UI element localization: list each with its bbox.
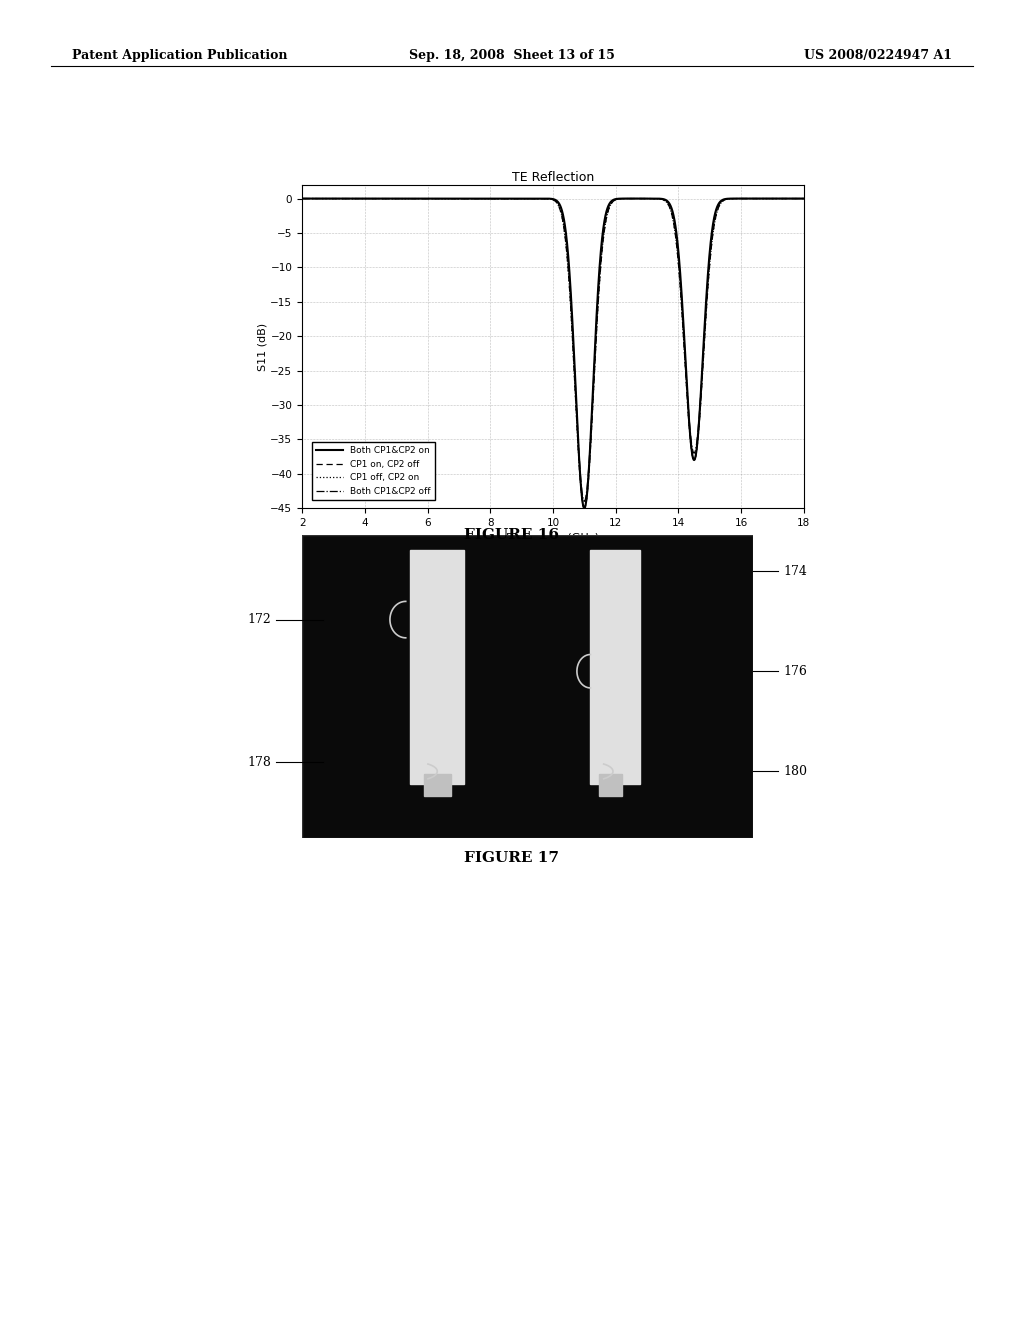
Text: 172: 172 — [248, 612, 271, 626]
Text: 174: 174 — [783, 565, 807, 578]
Bar — [424, 775, 451, 796]
Text: Sep. 18, 2008  Sheet 13 of 15: Sep. 18, 2008 Sheet 13 of 15 — [409, 49, 615, 62]
Text: FIGURE 17: FIGURE 17 — [465, 851, 559, 866]
Bar — [599, 775, 622, 796]
Title: TE Reflection: TE Reflection — [512, 170, 594, 183]
Text: 180: 180 — [783, 764, 807, 777]
Text: FIGURE 16: FIGURE 16 — [465, 528, 559, 543]
Text: 178: 178 — [248, 756, 271, 768]
Y-axis label: S11 (dB): S11 (dB) — [258, 322, 267, 371]
Text: 176: 176 — [783, 665, 807, 677]
Bar — [591, 550, 640, 784]
Legend: Both CP1&CP2 on, CP1 on, CP2 off, CP1 off, CP2 on, Both CP1&CP2 off: Both CP1&CP2 on, CP1 on, CP2 off, CP1 of… — [311, 442, 435, 500]
Text: US 2008/0224947 A1: US 2008/0224947 A1 — [804, 49, 952, 62]
Bar — [411, 550, 464, 784]
Text: Patent Application Publication: Patent Application Publication — [72, 49, 287, 62]
X-axis label: Frequency (GHz): Frequency (GHz) — [507, 533, 599, 544]
